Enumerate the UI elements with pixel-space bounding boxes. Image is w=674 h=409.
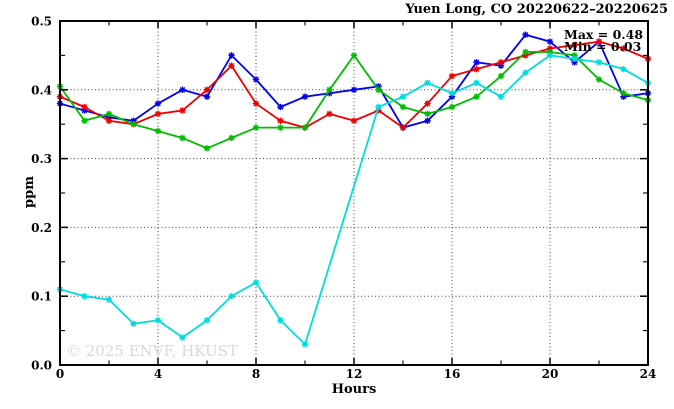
max-annotation: Max = 0.48 <box>564 27 643 42</box>
watermark: © 2025 ENVF, HKUST <box>66 342 238 360</box>
tick-label: 20 <box>542 367 559 381</box>
chart-title: Yuen Long, CO 20220622–20220625 <box>404 2 668 17</box>
tick-label: 0.1 <box>31 290 52 304</box>
tick-label: 0.2 <box>31 221 52 235</box>
tick-label: 16 <box>444 367 461 381</box>
series-markers-green <box>56 48 652 152</box>
tick-label: 0.5 <box>31 15 52 29</box>
tick-label: 12 <box>346 367 363 381</box>
x-axis-label: Hours <box>332 382 377 397</box>
tick-label: 0.3 <box>31 152 52 166</box>
tick-label: 0.0 <box>31 359 52 373</box>
plot-frame-and-ticks <box>59 20 649 366</box>
grid-lines <box>60 21 648 365</box>
series-markers-cyan <box>56 52 652 348</box>
tick-label: 8 <box>252 367 260 381</box>
min-annotation: Min = 0.03 <box>564 39 641 54</box>
tick-label: 0 <box>56 367 64 381</box>
data-series <box>56 31 652 348</box>
tick-label: 4 <box>154 367 162 381</box>
y-axis-label: ppm <box>22 176 37 208</box>
tick-labels: 0.0 0.1 0.2 0.3 0.4 0.5 0 4 8 12 16 20 24 <box>31 15 656 382</box>
tick-label: 0.4 <box>31 83 52 97</box>
tick-label: 24 <box>640 367 657 381</box>
